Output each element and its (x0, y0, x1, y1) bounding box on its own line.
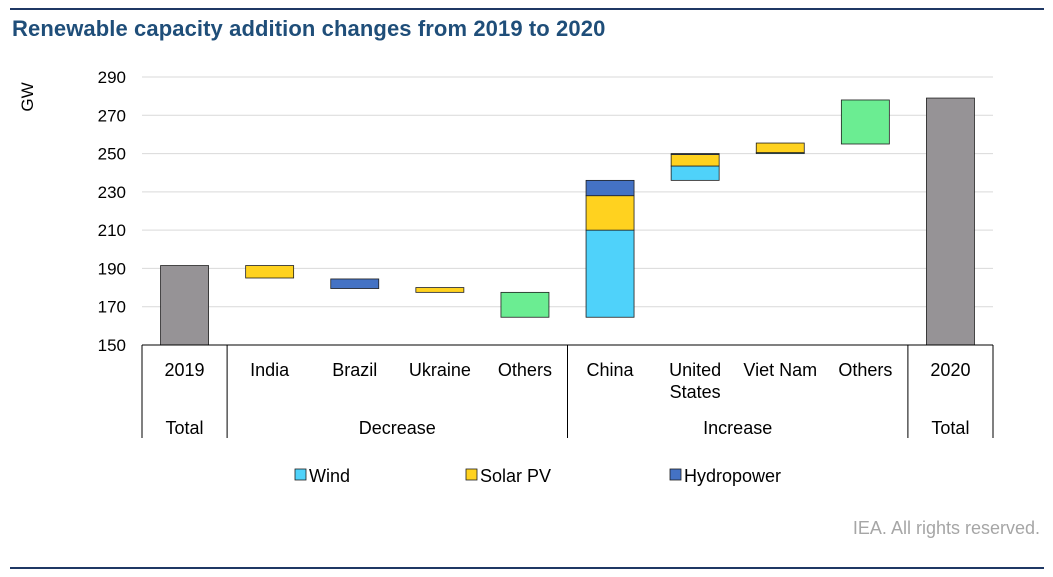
x-tick-label-others-4: Others (498, 360, 552, 380)
y-tick-label-230: 230 (98, 183, 126, 202)
legend-label-hydropower: Hydropower (684, 466, 781, 486)
legend-label-solar-pv: Solar PV (480, 466, 551, 486)
x-tick-label-2020-9: 2020 (930, 360, 970, 380)
bar-china-5-solar-pv (585, 195, 635, 231)
bar-united-states-6-wind (670, 165, 720, 181)
bar-china-5-hydropower (585, 179, 635, 197)
bar-others-8-others (840, 99, 890, 145)
y-tick-label-250: 250 (98, 145, 126, 164)
x-tick-label-viet-nam-7: Viet Nam (743, 360, 817, 380)
y-tick-label-290: 290 (98, 68, 126, 87)
bar-2019-0-total (160, 265, 209, 346)
bar-china-5-wind (585, 229, 635, 318)
bar-brazil-2-hydropower (330, 278, 380, 289)
group-label-total-3: Total (931, 418, 969, 438)
y-tick-label-270: 270 (98, 106, 126, 125)
y-axis-title: GW (18, 82, 37, 111)
x-tick-label-others-8: Others (838, 360, 892, 380)
axis-layer: 150 170 190 210 230 250 270 290 GW 2019 India Brazi… (18, 68, 994, 438)
bar-ukraine-3-solar-pv (415, 287, 465, 293)
legend-swatch-solar-pv (465, 468, 478, 481)
bar-india-1-solar-pv (245, 265, 295, 279)
bar-united-states-6-solar-pv (670, 154, 720, 167)
bottom-rule (10, 567, 1044, 569)
y-tick-label-150: 150 (98, 336, 126, 355)
group-label-increase-2: Increase (703, 418, 772, 438)
bar-united-states-6-hydropower (670, 153, 720, 155)
y-tick-label-170: 170 (98, 298, 126, 317)
chart-title: Renewable capacity addition changes from… (12, 16, 606, 41)
y-tick-label-190: 190 (98, 259, 126, 278)
x-tick-label-united-states-6-line0: United (669, 360, 721, 380)
bars-layer (160, 97, 975, 346)
x-tick-label-brazil-2: Brazil (332, 360, 377, 380)
legend-label-wind: Wind (309, 466, 350, 486)
x-tick-label-china-5: China (587, 360, 635, 380)
y-tick-label-210: 210 (98, 221, 126, 240)
bar-others-4-others (500, 291, 550, 318)
x-tick-label-united-states-6-line1: States (670, 382, 721, 402)
bar-2020-9-total (926, 97, 975, 346)
legend-layer: Wind Solar PV Hydropower (294, 466, 781, 486)
x-tick-label-2019-0: 2019 (165, 360, 205, 380)
group-label-total-0: Total (166, 418, 204, 438)
legend-swatch-hydropower (669, 468, 682, 481)
copyright-credit: IEA. All rights reserved. (852, 518, 1040, 538)
x-tick-label-india-1: India (250, 360, 290, 380)
x-tick-label-ukraine-3: Ukraine (409, 360, 471, 380)
top-rule (10, 8, 1044, 10)
legend-swatch-wind (294, 468, 307, 481)
group-label-decrease-1: Decrease (359, 418, 436, 438)
bar-viet-nam-7-solar-pv (755, 142, 805, 154)
